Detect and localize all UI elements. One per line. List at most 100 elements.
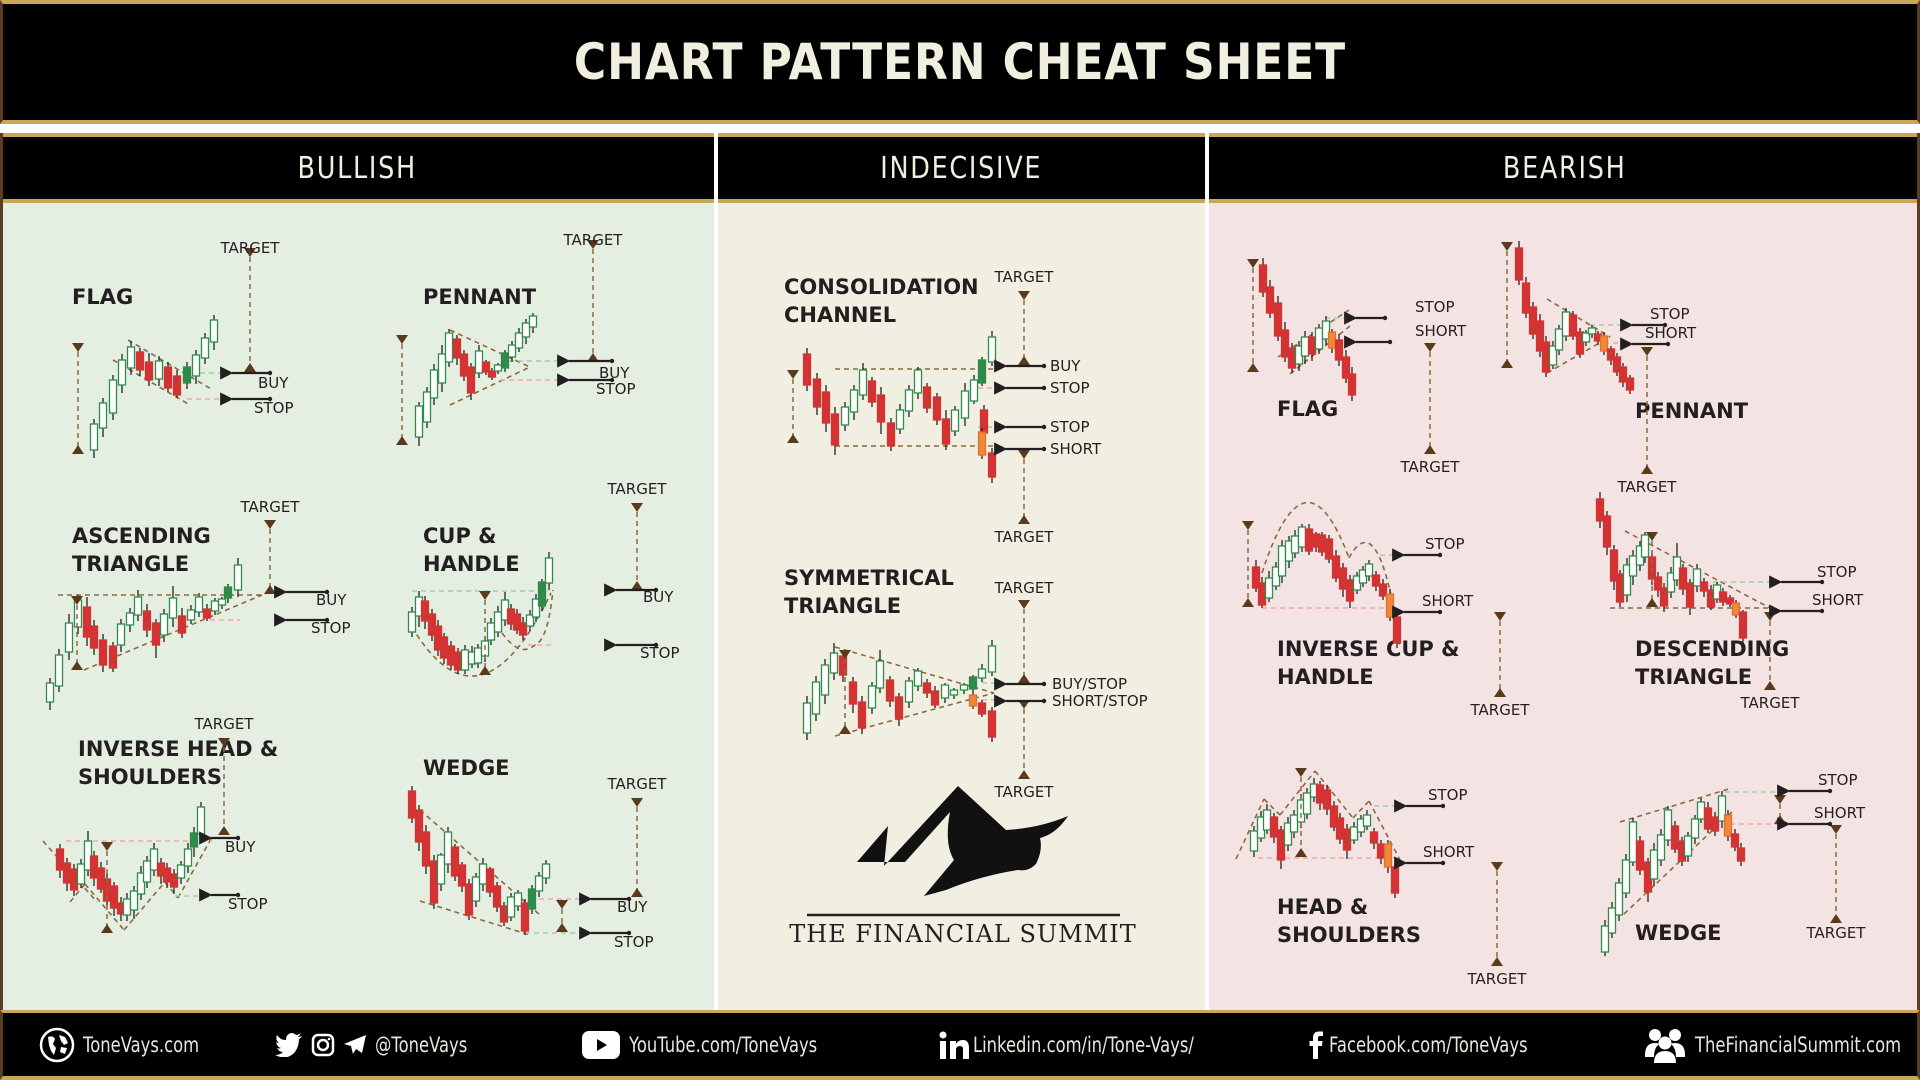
pattern-title: HANDLE: [1277, 665, 1374, 689]
curve-line: [1348, 541, 1395, 611]
triangle-up-marker-icon: [479, 666, 491, 675]
triangle-down-marker-icon: [1491, 862, 1503, 871]
trend-line: [1235, 798, 1265, 860]
level-label: SHORT: [1423, 843, 1475, 861]
candle: [457, 862, 467, 892]
candle: [436, 853, 446, 891]
pattern-title: CONSOLIDATION: [784, 275, 979, 299]
candle: [802, 348, 812, 391]
candle: [1587, 325, 1597, 338]
curve-line: [501, 589, 554, 651]
pattern-title: FLAG: [72, 285, 133, 309]
candle: [142, 856, 152, 888]
candle: [1258, 258, 1268, 297]
candle: [471, 873, 481, 907]
curve-line: [1261, 501, 1350, 574]
target-label: TARGET: [194, 715, 255, 733]
pattern-ind-channel: CONSOLIDATION CHANNEL BUY STOP STOP SHORT TARG…: [784, 268, 1102, 546]
target-label: TARGET: [994, 268, 1055, 286]
candle: [450, 844, 460, 881]
target-label: TARGET: [1467, 970, 1528, 988]
level-label: BUY: [225, 838, 256, 856]
candle: [1392, 612, 1402, 648]
candle: [1666, 567, 1676, 598]
pattern-title: TRIANGLE: [784, 594, 901, 618]
footer-link-social-handle[interactable]: @ToneVays: [275, 1013, 493, 1077]
level-label: STOP: [1818, 771, 1858, 789]
candle: [1378, 579, 1388, 600]
level-label: BUY: [599, 364, 630, 382]
target-label: TARGET: [607, 480, 668, 498]
candle: [407, 607, 417, 637]
candle: [867, 377, 877, 407]
candle: [176, 861, 186, 884]
globe-icon: [39, 1027, 75, 1063]
candle: [904, 677, 914, 708]
pattern-title: DESCENDING: [1635, 637, 1789, 661]
triangle-up-marker-icon: [1424, 445, 1436, 454]
triangle-down-marker-icon: [218, 738, 230, 747]
candle: [1514, 241, 1524, 285]
triangle-up-marker-icon: [631, 581, 643, 590]
candle: [922, 383, 932, 413]
candle: [136, 866, 146, 900]
candle: [1383, 840, 1393, 873]
pattern-title: SYMMETRICAL: [784, 566, 954, 590]
level-label: STOP: [311, 619, 351, 637]
triangle-down-marker-icon: [1018, 450, 1030, 459]
candle: [125, 608, 135, 632]
triangle-up-marker-icon: [1491, 957, 1503, 966]
candle: [858, 363, 868, 400]
candle: [1541, 336, 1551, 377]
footer-link-youtube[interactable]: YouTube.com/ToneVays: [581, 1013, 870, 1077]
candle: [1264, 571, 1274, 602]
candle: [492, 882, 502, 912]
candle: [439, 633, 449, 664]
triangle-down-marker-icon: [71, 596, 83, 605]
candle: [1628, 818, 1638, 866]
triangle-down-marker-icon: [1018, 291, 1030, 300]
trend-line: [1279, 770, 1316, 816]
candle: [507, 341, 517, 362]
pattern-title: SHOULDERS: [78, 765, 222, 789]
candle: [186, 605, 196, 624]
candle: [1331, 550, 1341, 582]
level-label: BUY: [617, 898, 648, 916]
candle: [1703, 802, 1713, 833]
candle: [930, 686, 940, 708]
level-label: SHORT: [1645, 324, 1697, 342]
candle: [840, 402, 850, 431]
level-label: SHORT: [1050, 440, 1102, 458]
candle: [1731, 600, 1741, 618]
footer-link-facebook[interactable]: Facebook.com/ToneVays: [1309, 1013, 1584, 1077]
level-label: STOP: [1650, 305, 1690, 323]
candle: [1656, 829, 1666, 866]
candle: [1273, 296, 1283, 341]
candle: [89, 419, 99, 458]
candle: [1283, 817, 1293, 851]
candle: [1595, 492, 1605, 528]
level-label: STOP: [640, 644, 680, 662]
candle: [977, 428, 987, 459]
candle: [1612, 353, 1622, 376]
triangle-up-marker-icon: [1018, 356, 1030, 365]
candle: [183, 843, 193, 873]
candle: [217, 597, 227, 609]
level-label: BUY/STOP: [1052, 675, 1127, 693]
trend-line: [1546, 298, 1611, 338]
candle: [1717, 791, 1727, 828]
triangle-up-marker-icon: [1247, 363, 1259, 372]
pattern-title: TRIANGLE: [72, 552, 189, 576]
candle: [481, 360, 491, 375]
triangle-down-marker-icon: [1018, 600, 1030, 609]
footer-link-financial-summit[interactable]: TheFinancialSummit.com: [1643, 1013, 1920, 1077]
footer-link-linkedin[interactable]: Linkedin.com/in/Tone-Vays/: [939, 1013, 1256, 1077]
candle: [177, 608, 187, 638]
candle: [1606, 346, 1616, 365]
footer-link-website[interactable]: ToneVays.com: [39, 1013, 232, 1077]
candle: [108, 375, 118, 420]
candle: [133, 590, 143, 621]
target-label: TARGET: [1617, 478, 1678, 496]
candle: [414, 805, 424, 851]
candle: [142, 604, 152, 637]
